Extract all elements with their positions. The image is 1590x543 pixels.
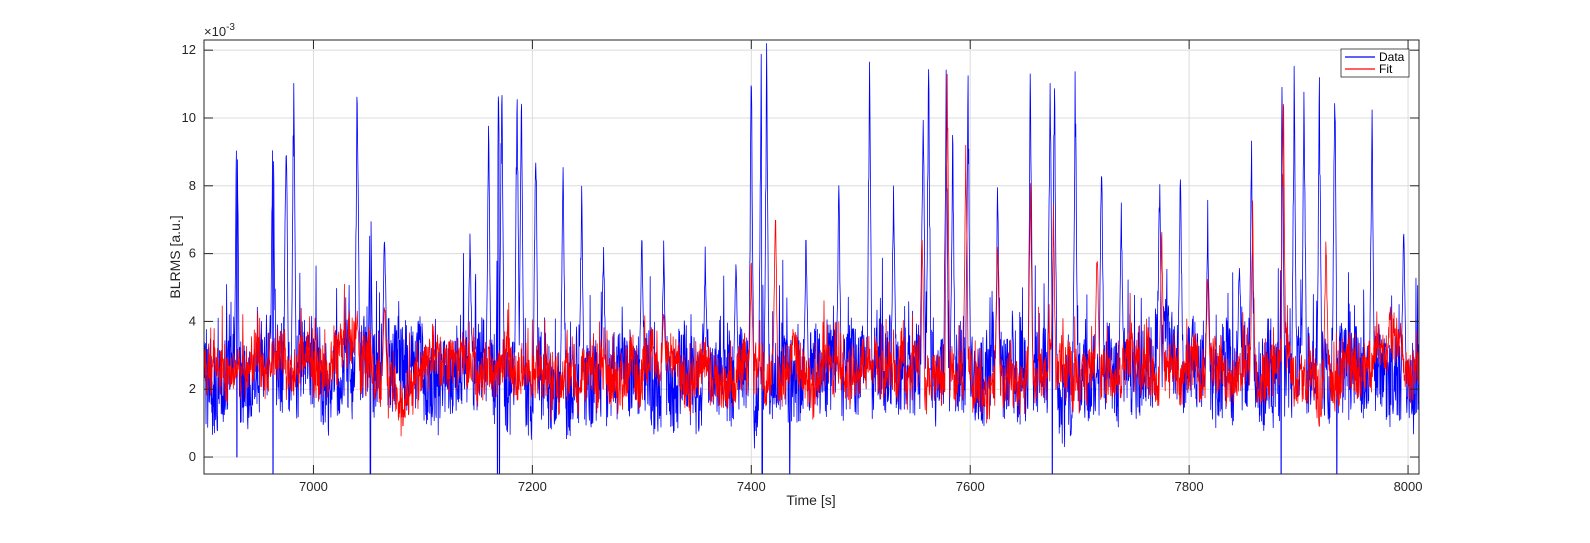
x-tick-label: 7400: [737, 479, 766, 494]
series-layer: [204, 43, 1419, 474]
legend-label-fit: Fit: [1379, 62, 1393, 76]
x-tick-label: 7200: [518, 479, 547, 494]
y-tick-label: 2: [189, 381, 196, 396]
series-line-fit: [204, 73, 1419, 437]
y-tick-label: 12: [182, 42, 196, 57]
x-tick-labels: 7000 7200 7400 7600 7800 8000: [299, 479, 1423, 494]
plot-frame: [203, 39, 1420, 475]
y-exponent-label: ×10-3: [204, 22, 235, 39]
y-tick-labels: 0 2 4 6 8 10 12: [182, 42, 196, 464]
x-tick-label: 7800: [1175, 479, 1204, 494]
y-tick-label: 8: [189, 178, 196, 193]
legend-box: [1340, 48, 1410, 78]
y-tick-label: 0: [189, 449, 196, 464]
x-tick-label: 8000: [1394, 479, 1423, 494]
x-axis-label: Time [s]: [786, 492, 835, 508]
axis-ticks: [204, 40, 1419, 474]
y-tick-label: 10: [182, 110, 196, 125]
legend: Data Fit: [1340, 48, 1410, 78]
y-tick-label: 6: [189, 246, 196, 261]
y-tick-label: 4: [189, 313, 196, 328]
y-axis-label: BLRMS [a.u.]: [167, 215, 183, 298]
x-tick-label: 7600: [956, 479, 985, 494]
legend-label-data: Data: [1379, 50, 1405, 64]
x-tick-label: 7000: [299, 479, 328, 494]
